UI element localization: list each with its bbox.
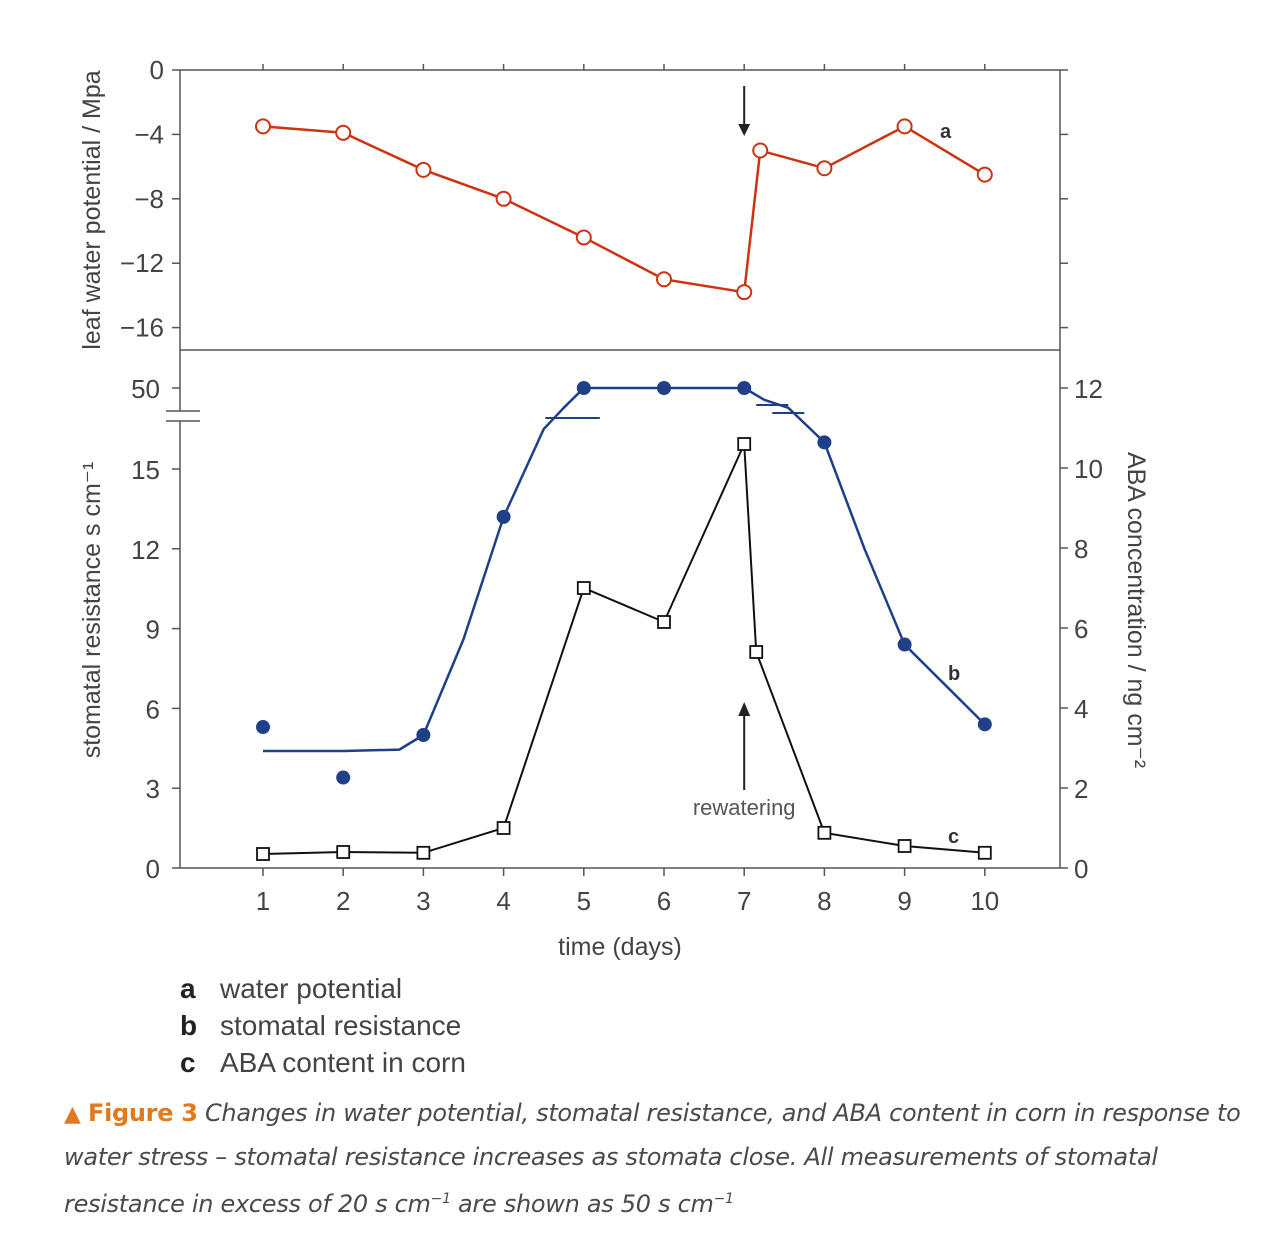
y-tick-label-right: 0 [1074,854,1088,884]
y-tick-label-left: 50 [131,374,160,404]
legend-key: c [180,1047,196,1078]
x-tick-label: 8 [817,886,831,916]
series-a-point [752,142,769,159]
y-tick-label-top: 0 [150,55,164,85]
y-tick-label-top: −12 [120,248,164,278]
y-tick-label-top: −8 [134,184,164,214]
series-c-label: c [948,826,959,848]
axis-break-gap [176,411,184,421]
tick-labels: 0−4−8−12−161 2 3 4 5 6 7 8 9 10036912155002468101… [78,55,1150,961]
series-c-line [262,443,985,855]
series-b-point [977,717,992,732]
y-tick-label-right: 10 [1074,454,1103,484]
series-b-point [737,381,752,395]
figure-chart: 0−4−8−12−161 2 3 4 5 6 7 8 9 10036912155002468101… [78,55,1150,961]
axis-ticks [172,64,1068,876]
y-tick-label-left: 12 [131,535,160,565]
series-a-point [575,229,592,246]
series-c-point [576,581,591,595]
series-a-point [495,190,512,207]
series-b-point [897,637,912,652]
x-tick-label: 7 [737,886,751,916]
series-a-point [896,118,913,135]
series-c-point [336,845,351,859]
x-tick-label: 10 [970,886,999,916]
legend-item-b: b stomatal resistance [180,1007,466,1044]
series-b-point [416,728,431,742]
triangle-icon: ▲ [64,1102,81,1127]
caption-superscript: −1 [430,1191,451,1207]
series-c-point [817,825,832,840]
series-c-point [977,845,992,860]
series-c-point [657,615,671,629]
series-c-point [749,645,764,659]
x-tick-label: 4 [496,886,510,916]
series-a-point [736,284,753,301]
legend-text: ABA content in corn [220,1047,466,1078]
x-tick-label: 2 [336,886,350,916]
y-tick-label-right: 12 [1074,374,1103,404]
series-c-point [416,845,431,860]
series-a-point [976,166,993,183]
series-a-label: a [940,121,952,143]
y-tick-label-left: 6 [146,694,160,724]
series-c-point [897,839,912,853]
y-axis-title-left: stomatal resistance s cm⁻¹ [78,462,106,759]
series-a-line [262,124,986,294]
y-tick-label-right: 8 [1074,534,1088,564]
legend-text: stomatal resistance [220,1010,462,1041]
figure-label: Figure 3 [87,1099,198,1127]
x-tick-label: 9 [897,886,911,916]
caption-text: Changes in water potential, stomatal res… [64,1099,1241,1218]
y-tick-label-top: −4 [134,119,164,149]
y-tick-label-left: 15 [131,455,160,485]
series-a-point [816,160,833,177]
legend-item-a: a water potential [180,970,466,1007]
y-tick-label-left: 3 [146,774,160,804]
series-c-point [737,437,752,451]
figure-caption: ▲ Figure 3 Changes in water potential, s… [64,1092,1244,1225]
series-b-point [496,509,511,524]
series-group [255,118,993,861]
x-tick-label: 6 [657,886,671,916]
series-c-point [256,847,270,861]
x-axis-title: time (days) [558,933,682,961]
legend-item-c: c ABA content in corn [180,1044,466,1081]
x-tick-label: 1 [256,886,270,916]
annotations: rewatering [693,86,796,820]
series-b-point [576,381,591,395]
series-a-point [656,271,672,288]
y-tick-label-right: 4 [1074,694,1088,724]
series-a-point [335,124,352,141]
legend-key: a [180,973,196,1004]
series-a-point [415,161,432,178]
y-axis-title-right: ABA concentration / ng cm⁻² [1122,452,1150,768]
series-a-point [255,118,271,135]
caption-superscript: −1 [713,1191,734,1207]
y-tick-label-right: 6 [1074,614,1088,644]
y-axis-title-top: leaf water potential / Mpa [78,70,106,349]
up-arrow-icon [738,702,751,716]
x-tick-label: 3 [416,886,430,916]
legend-key: b [180,1010,198,1041]
legend-text: water potential [220,973,403,1004]
y-tick-label-left: 9 [146,615,160,645]
y-tick-label-top: −16 [120,313,164,343]
rewatering-label: rewatering [693,795,796,820]
caption-text-end: are shown as 50 s cm [450,1190,714,1218]
x-tick-label: 5 [577,886,591,916]
series-b-point [817,435,832,450]
series-b-point [336,770,351,785]
chart-frame [166,69,1061,869]
series-b-point [657,381,671,395]
series-b-curve [263,386,986,753]
y-tick-label-left: 0 [146,854,160,884]
series-b-label: b [948,663,960,685]
series-b-point [256,720,270,735]
down-arrow-icon [738,124,751,136]
y-tick-label-right: 2 [1074,774,1088,804]
series-c-point [496,821,511,835]
